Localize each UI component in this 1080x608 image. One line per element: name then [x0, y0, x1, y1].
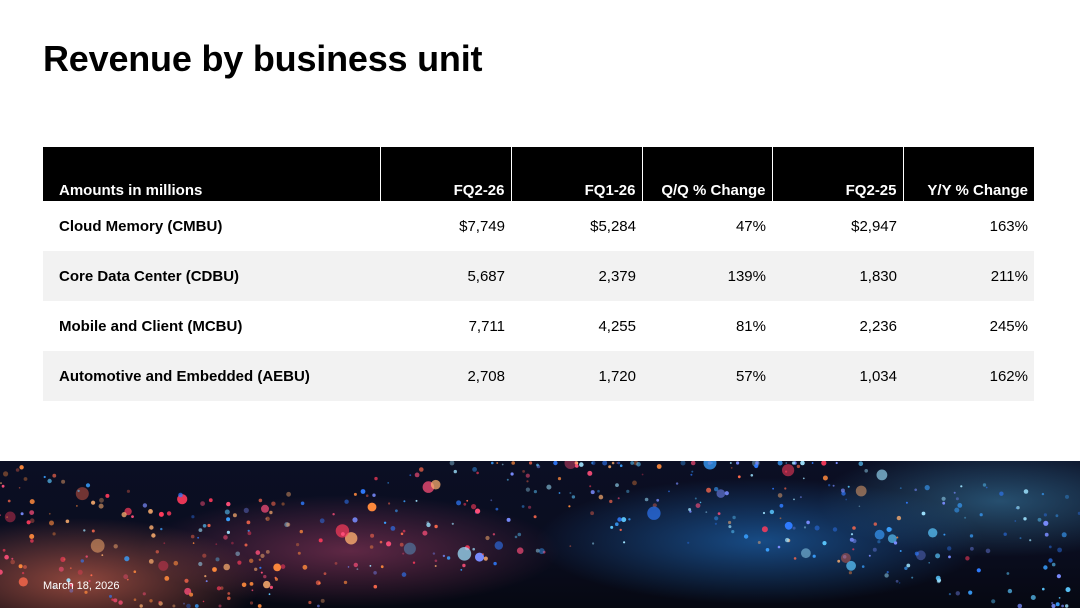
table-header-row: Amounts in millions FQ2-26 FQ1-26 Q/Q % … [43, 147, 1034, 201]
yy-change-cell: 245% [989, 317, 1028, 335]
fq1-26-cell: 1,720 [511, 351, 642, 401]
business-unit-cell: Mobile and Client (MCBU) [59, 317, 243, 335]
column-header-fq1-26: FQ1-26 [510, 147, 642, 201]
fq1-26-cell: 4,255 [598, 317, 636, 335]
fq2-26-cell: 2,708 [380, 351, 511, 401]
column-header-yy-change: Y/Y % Change [902, 147, 1034, 201]
fq2-26-cell: 7,711 [468, 317, 505, 335]
yy-change-cell: 163% [989, 217, 1028, 235]
fq2-25-cell: $2,947 [851, 217, 897, 235]
fq2-25-cell: 2,236 [859, 317, 897, 335]
qq-change-cell: 81% [735, 317, 766, 335]
column-header-fq2-26: FQ2-26 [379, 147, 511, 201]
table-row: Cloud Memory (CMBU) $7,749 $5,284 47% $2… [43, 201, 1034, 251]
business-unit-cell: Automotive and Embedded (AEBU) [43, 351, 380, 401]
fq2-26-cell: 5,687 [380, 251, 511, 301]
business-unit-cell: Cloud Memory (CMBU) [59, 217, 223, 235]
qq-change-cell: 57% [642, 351, 772, 401]
table-row: Core Data Center (CDBU) 5,687 2,379 139%… [43, 251, 1034, 301]
column-header-qq-change: Q/Q % Change [641, 147, 772, 201]
fq2-26-cell: $7,749 [459, 217, 505, 235]
column-header-business-unit: Amounts in millions [43, 147, 380, 201]
revenue-table: Amounts in millions FQ2-26 FQ1-26 Q/Q % … [43, 147, 1034, 401]
qq-change-cell: 139% [642, 251, 772, 301]
particle-dots-graphic [0, 461, 1080, 608]
fq2-25-cell: 1,830 [772, 251, 903, 301]
decorative-banner-image [0, 461, 1080, 608]
business-unit-cell: Core Data Center (CDBU) [43, 251, 380, 301]
slide-date: March 18, 2026 [43, 580, 120, 592]
column-header-fq2-25: FQ2-25 [771, 147, 903, 201]
fq2-25-cell: 1,034 [772, 351, 903, 401]
table-row: Mobile and Client (MCBU) 7,711 4,255 81%… [43, 301, 1034, 351]
fq1-26-cell: $5,284 [590, 217, 636, 235]
yy-change-cell: 211% [903, 251, 1034, 301]
fq1-26-cell: 2,379 [511, 251, 642, 301]
slide-title: Revenue by business unit [43, 38, 483, 79]
yy-change-cell: 162% [903, 351, 1034, 401]
qq-change-cell: 47% [735, 217, 766, 235]
table-row: Automotive and Embedded (AEBU) 2,708 1,7… [43, 351, 1034, 401]
